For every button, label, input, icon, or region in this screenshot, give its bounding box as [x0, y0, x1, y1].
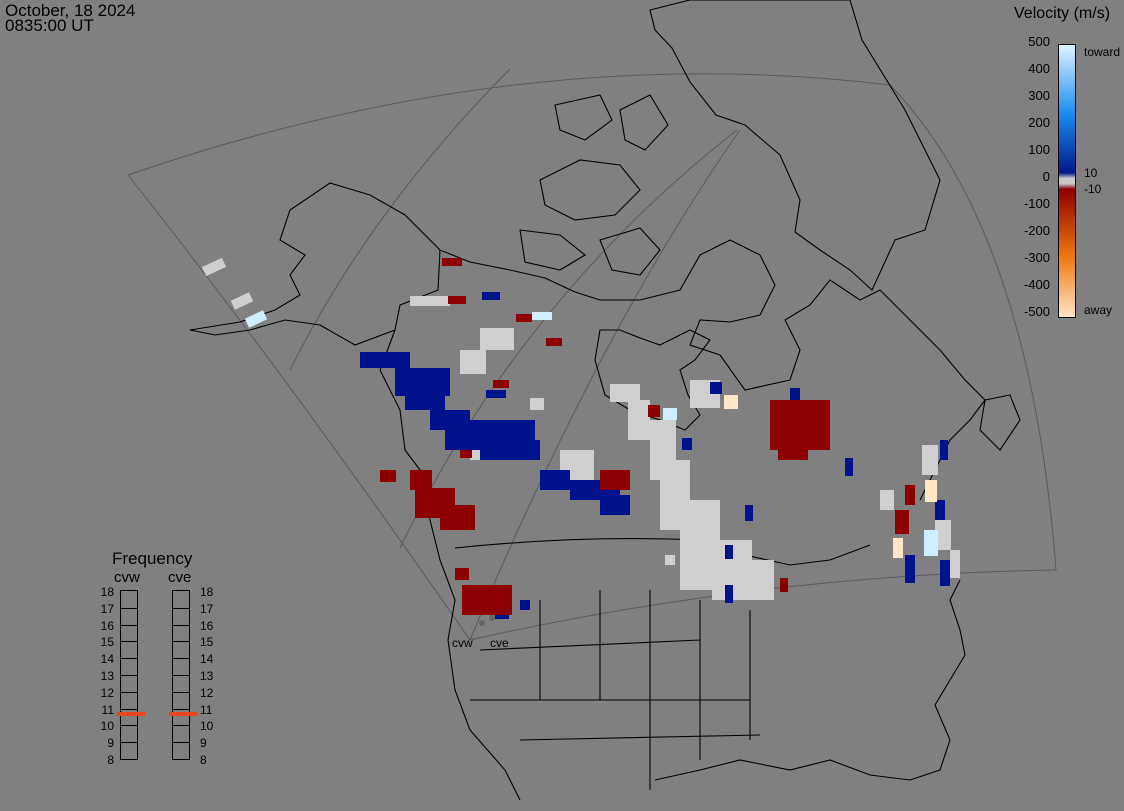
- radar-site-label-cve: cve: [490, 636, 509, 650]
- colorbar-tick: -100: [1023, 196, 1050, 211]
- colorbar-tick: 500: [1028, 34, 1050, 49]
- colorbar-tick: -300: [1023, 250, 1050, 265]
- colorbar-title: Velocity (m/s): [1014, 5, 1111, 22]
- radar-sites: [479, 615, 495, 626]
- frequency-scale-label: 11: [101, 702, 114, 717]
- colorbar-tick: 400: [1028, 61, 1050, 76]
- frequency-scale-label: 18: [100, 585, 114, 599]
- frequency-cell: [121, 658, 137, 660]
- frequency-cell: [173, 641, 189, 643]
- frequency-radar-cve: cve: [168, 569, 192, 586]
- frequency-scale-label: 8: [107, 753, 114, 767]
- away-label: away: [1084, 303, 1113, 317]
- frequency-cell: [121, 641, 137, 643]
- frequency-cell: [173, 708, 189, 710]
- velocity-extreme: [244, 310, 938, 558]
- frequency-scale-label: 9: [107, 736, 114, 751]
- frequency-cell: [121, 624, 137, 626]
- colorbar-inner-tick-pos: 10: [1084, 166, 1098, 180]
- colorbar-tick: 100: [1028, 142, 1050, 157]
- velocity-toward: [360, 292, 950, 619]
- frequency-cell: [121, 742, 137, 744]
- frequency-scale-label: 15: [100, 635, 114, 650]
- frequency-cell: [121, 708, 137, 710]
- colorbar-tick: -500: [1023, 304, 1050, 319]
- frequency-scale-label: 14: [100, 652, 114, 667]
- frequency-scale-label: 8: [200, 753, 207, 767]
- frequency-scale-label: 16: [200, 618, 214, 633]
- ground-scatter: [201, 257, 960, 600]
- frequency-scale-label: 10: [100, 719, 114, 734]
- frequency-cell: [173, 675, 189, 676]
- colorbar-tick: 300: [1028, 88, 1050, 103]
- coastlines: [189, 0, 1021, 801]
- date-label: October, 18 2024: [5, 1, 136, 20]
- frequency-marker-cve: [169, 711, 197, 716]
- frequency-scale-label: 17: [100, 601, 114, 616]
- colorbar-tick: -200: [1023, 223, 1050, 238]
- velocity-away: [380, 258, 915, 615]
- colorbar-tick: -400: [1023, 277, 1050, 292]
- colorbar-tick: 0: [1042, 169, 1050, 184]
- frequency-scale-label: 14: [200, 652, 214, 667]
- frequency-cell: [121, 725, 137, 727]
- frequency-bar-cvw: [117, 590, 145, 760]
- frequency-marker-cvw: [117, 711, 145, 716]
- frequency-cell: [173, 725, 189, 727]
- frequency-scale-label: 11: [200, 702, 213, 717]
- frequency-scale-label: 18: [200, 585, 214, 599]
- frequency-scale-label: 13: [200, 669, 214, 683]
- frequency-cell: [173, 658, 189, 660]
- fov-outline: [127, 68, 1057, 641]
- frequency-radar-cvw: cvw: [114, 569, 140, 586]
- colorbar-inner-tick-neg: -10: [1084, 182, 1102, 196]
- time-label: 0835:00 UT: [5, 16, 94, 35]
- frequency-scale-label: 16: [100, 618, 114, 633]
- toward-label: toward: [1084, 45, 1121, 59]
- frequency-cell: [121, 607, 137, 609]
- velocity-colorbar: [1058, 44, 1076, 318]
- frequency-scale-label: 12: [200, 685, 214, 700]
- frequency-cell: [173, 624, 189, 626]
- frequency-cell: [121, 691, 137, 693]
- frequency-cell: [173, 742, 189, 744]
- frequency-scale-label: 12: [100, 685, 114, 700]
- frequency-scale-label: 10: [200, 719, 214, 734]
- frequency-title: Frequency: [112, 549, 193, 568]
- radar-site-label-cvw: cvw: [452, 636, 473, 650]
- frequency-bar-cve: [169, 590, 197, 760]
- frequency-scale-label: 15: [200, 635, 214, 650]
- frequency-cell: [173, 691, 189, 693]
- frequency-cell: [173, 607, 189, 609]
- colorbar-tick: 200: [1028, 115, 1050, 130]
- frequency-scale-label: 13: [100, 669, 114, 683]
- frequency-cell: [121, 675, 137, 676]
- frequency-scale-label: 9: [200, 736, 207, 751]
- frequency-scale-label: 17: [200, 601, 214, 616]
